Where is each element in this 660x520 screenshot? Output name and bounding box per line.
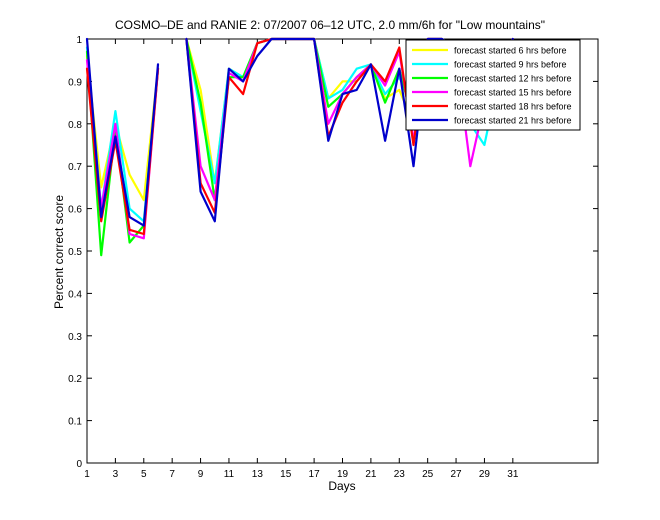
- x-tick-label: 13: [252, 469, 264, 480]
- y-tick-label: 0.3: [68, 332, 82, 343]
- x-tick-label: 7: [169, 469, 175, 480]
- y-tick-label: 0.1: [68, 417, 82, 428]
- legend-label: forecast started 12 hrs before: [454, 74, 572, 84]
- x-tick-label: 3: [113, 469, 119, 480]
- y-tick-label: 0.7: [68, 162, 82, 173]
- x-tick-label: 9: [198, 469, 204, 480]
- legend-box: [405, 39, 581, 131]
- x-tick-label: 27: [450, 469, 462, 480]
- y-tick-label: 0.5: [68, 247, 82, 258]
- y-tick-label: 1: [76, 35, 82, 46]
- y-tick-label: 0.2: [68, 374, 82, 385]
- x-tick-label: 19: [337, 469, 349, 480]
- x-tick-label: 23: [394, 469, 406, 480]
- x-axis-label: Days: [328, 479, 355, 493]
- y-axis-label: Percent correct score: [52, 195, 66, 309]
- x-tick-label: 17: [309, 469, 321, 480]
- y-tick-label: 0.8: [68, 120, 82, 131]
- legend: forecast started 6 hrs before forecast st…: [405, 39, 581, 131]
- legend-label: forecast started 15 hrs before: [454, 88, 572, 98]
- x-tick-label: 31: [507, 469, 519, 480]
- legend-label: forecast started 18 hrs before: [454, 102, 572, 112]
- x-tick-label: 21: [365, 469, 377, 480]
- y-tick-label: 0.9: [68, 77, 82, 88]
- y-tick-label: 0: [76, 459, 82, 470]
- x-tick-label: 25: [422, 469, 434, 480]
- y-tick-label: 0.4: [68, 289, 82, 300]
- legend-label: forecast started 21 hrs before: [454, 116, 572, 126]
- legend-label: forecast started 6 hrs before: [454, 46, 567, 56]
- x-tick-label: 5: [141, 469, 147, 480]
- x-tick-label: 15: [280, 469, 292, 480]
- x-tick-label: 1: [84, 469, 90, 480]
- y-tick-label: 0.6: [68, 205, 82, 216]
- chart-title: COSMO–DE and RANIE 2: 07/2007 06–12 UTC,…: [115, 18, 545, 32]
- legend-label: forecast started 9 hrs before: [454, 60, 567, 70]
- x-tick-label: 29: [479, 469, 491, 480]
- x-tick-label: 11: [224, 469, 235, 480]
